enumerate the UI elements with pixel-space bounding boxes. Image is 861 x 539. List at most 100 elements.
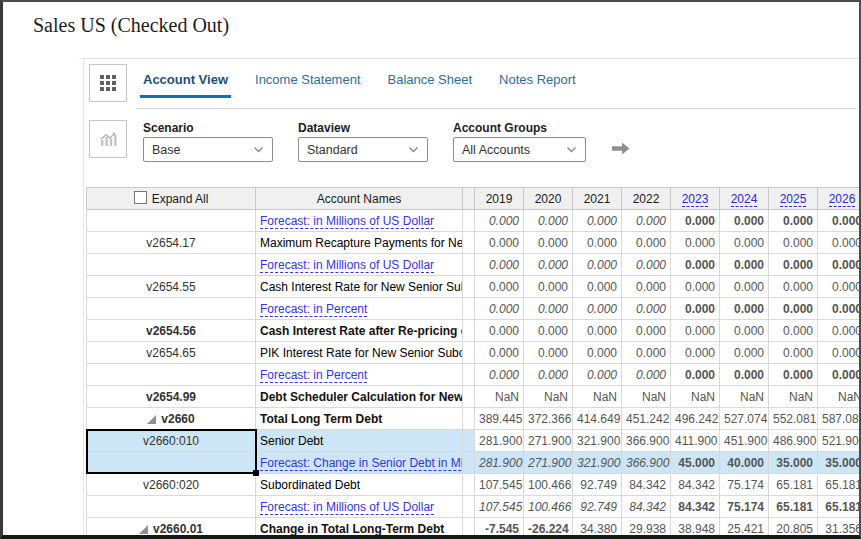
- value-cell[interactable]: 65.181: [818, 496, 861, 518]
- account-code-cell[interactable]: [87, 496, 256, 518]
- value-cell[interactable]: 0.000: [769, 320, 818, 342]
- value-cell[interactable]: 0.000: [671, 210, 720, 232]
- value-cell[interactable]: 0.000: [671, 298, 720, 320]
- account-name-cell[interactable]: Forecast: in Millions of US Dollar: [256, 210, 463, 232]
- value-cell[interactable]: 0.000: [818, 364, 861, 386]
- value-cell[interactable]: NaN: [475, 386, 524, 408]
- value-cell[interactable]: 0.000: [769, 254, 818, 276]
- account-code-cell[interactable]: v2654.99: [87, 386, 256, 408]
- value-cell[interactable]: 0.000: [524, 254, 573, 276]
- value-cell[interactable]: 0.000: [475, 320, 524, 342]
- account-code-cell[interactable]: v2654.55: [87, 276, 256, 298]
- value-cell[interactable]: 100.466: [524, 496, 573, 518]
- account-code-cell[interactable]: [87, 254, 256, 276]
- account-name-cell[interactable]: Forecast: in Percent: [256, 298, 463, 320]
- account-code-cell[interactable]: [87, 364, 256, 386]
- value-cell[interactable]: 0.000: [769, 276, 818, 298]
- value-cell[interactable]: 0.000: [671, 342, 720, 364]
- value-cell[interactable]: 65.181: [769, 474, 818, 496]
- value-cell[interactable]: 0.000: [818, 276, 861, 298]
- value-cell[interactable]: NaN: [769, 386, 818, 408]
- account-name-cell[interactable]: Forecast: in Millions of US Dollar: [256, 254, 463, 276]
- value-cell[interactable]: 486.900: [769, 430, 818, 452]
- account-code-cell[interactable]: [87, 210, 256, 232]
- account-code-cell[interactable]: [87, 452, 256, 474]
- year-header-2023[interactable]: 2023: [671, 188, 720, 210]
- value-cell[interactable]: 281.900: [475, 430, 524, 452]
- account-name-cell[interactable]: Senior Debt: [256, 430, 463, 452]
- account-name-cell[interactable]: Debt Scheduler Calculation for New Senio…: [256, 386, 463, 408]
- account-name-cell[interactable]: Cash Interest Rate for New Senior Subord…: [256, 276, 463, 298]
- value-cell[interactable]: 0.000: [475, 364, 524, 386]
- value-cell[interactable]: 0.000: [818, 342, 861, 364]
- value-cell[interactable]: 0.000: [769, 342, 818, 364]
- account-name-cell[interactable]: Maximum Recapture Payments for New Seni: [256, 232, 463, 254]
- value-cell[interactable]: 0.000: [720, 210, 769, 232]
- value-cell[interactable]: 0.000: [573, 276, 622, 298]
- value-cell[interactable]: 372.366: [524, 408, 573, 430]
- year-link-2025[interactable]: 2025: [780, 192, 807, 207]
- value-cell[interactable]: 414.649: [573, 408, 622, 430]
- value-cell[interactable]: 0.000: [671, 276, 720, 298]
- account-name-cell[interactable]: Forecast: in Millions of US Dollar: [256, 496, 463, 518]
- value-cell[interactable]: 0.000: [818, 254, 861, 276]
- value-cell[interactable]: NaN: [720, 386, 769, 408]
- value-cell[interactable]: 0.000: [720, 320, 769, 342]
- value-cell[interactable]: 271.900: [524, 452, 573, 474]
- value-cell[interactable]: 389.445: [475, 408, 524, 430]
- value-cell[interactable]: 0.000: [524, 342, 573, 364]
- triangle-icon[interactable]: [147, 415, 156, 424]
- tab-balance-sheet[interactable]: Balance Sheet: [388, 72, 473, 87]
- account-code-cell[interactable]: v2660:010: [87, 430, 256, 452]
- value-cell[interactable]: 35.000: [769, 452, 818, 474]
- value-cell[interactable]: 34.380: [573, 518, 622, 539]
- value-cell[interactable]: 100.466: [524, 474, 573, 496]
- value-cell[interactable]: 0.000: [573, 254, 622, 276]
- value-cell[interactable]: NaN: [573, 386, 622, 408]
- value-cell[interactable]: 0.000: [573, 320, 622, 342]
- forecast-link[interactable]: Forecast: in Millions of US Dollar: [260, 258, 434, 273]
- value-cell[interactable]: 0.000: [622, 254, 671, 276]
- value-cell[interactable]: 0.000: [475, 298, 524, 320]
- value-cell[interactable]: 451.242: [622, 408, 671, 430]
- value-cell[interactable]: 45.000: [671, 452, 720, 474]
- value-cell[interactable]: 65.181: [769, 496, 818, 518]
- value-cell[interactable]: 0.000: [720, 232, 769, 254]
- account-name-cell[interactable]: Cash Interest Rate after Re-pricing on N…: [256, 320, 463, 342]
- forecast-link[interactable]: Forecast: in Millions of US Dollar: [260, 214, 434, 229]
- value-cell[interactable]: 0.000: [475, 276, 524, 298]
- value-cell[interactable]: 0.000: [622, 276, 671, 298]
- account-code-cell[interactable]: v2654.56: [87, 320, 256, 342]
- triangle-icon[interactable]: [139, 525, 148, 534]
- account-code-cell[interactable]: v2660.01: [87, 518, 256, 539]
- tab-income-statement[interactable]: Income Statement: [255, 72, 361, 87]
- value-cell[interactable]: 321.900: [573, 452, 622, 474]
- value-cell[interactable]: 0.000: [524, 364, 573, 386]
- value-cell[interactable]: 0.000: [573, 298, 622, 320]
- value-cell[interactable]: 0.000: [524, 232, 573, 254]
- value-cell[interactable]: 0.000: [573, 342, 622, 364]
- value-cell[interactable]: 0.000: [475, 232, 524, 254]
- value-cell[interactable]: 0.000: [573, 364, 622, 386]
- value-cell[interactable]: 0.000: [622, 320, 671, 342]
- value-cell[interactable]: 0.000: [573, 232, 622, 254]
- value-cell[interactable]: 84.342: [622, 496, 671, 518]
- value-cell[interactable]: 0.000: [524, 298, 573, 320]
- value-cell[interactable]: 0.000: [524, 210, 573, 232]
- account-name-cell[interactable]: Forecast: in Percent: [256, 364, 463, 386]
- account-name-cell[interactable]: Total Long Term Debt: [256, 408, 463, 430]
- forecast-link[interactable]: Forecast: in Millions of US Dollar: [260, 500, 434, 515]
- value-cell[interactable]: 366.900: [622, 430, 671, 452]
- scenario-select[interactable]: Base: [143, 137, 273, 162]
- value-cell[interactable]: 75.174: [720, 496, 769, 518]
- value-cell[interactable]: 521.900: [818, 430, 861, 452]
- account-name-cell[interactable]: PIK Interest Rate for New Senior Subordi…: [256, 342, 463, 364]
- value-cell[interactable]: 0.000: [622, 364, 671, 386]
- forecast-link[interactable]: Forecast: in Percent: [260, 302, 367, 317]
- value-cell[interactable]: 0.000: [622, 210, 671, 232]
- value-cell[interactable]: 0.000: [769, 364, 818, 386]
- value-cell[interactable]: 281.900: [475, 452, 524, 474]
- value-cell[interactable]: NaN: [818, 386, 861, 408]
- forecast-link[interactable]: Forecast: Change in Senior Debt in Milli…: [260, 456, 463, 471]
- value-cell[interactable]: 0.000: [720, 254, 769, 276]
